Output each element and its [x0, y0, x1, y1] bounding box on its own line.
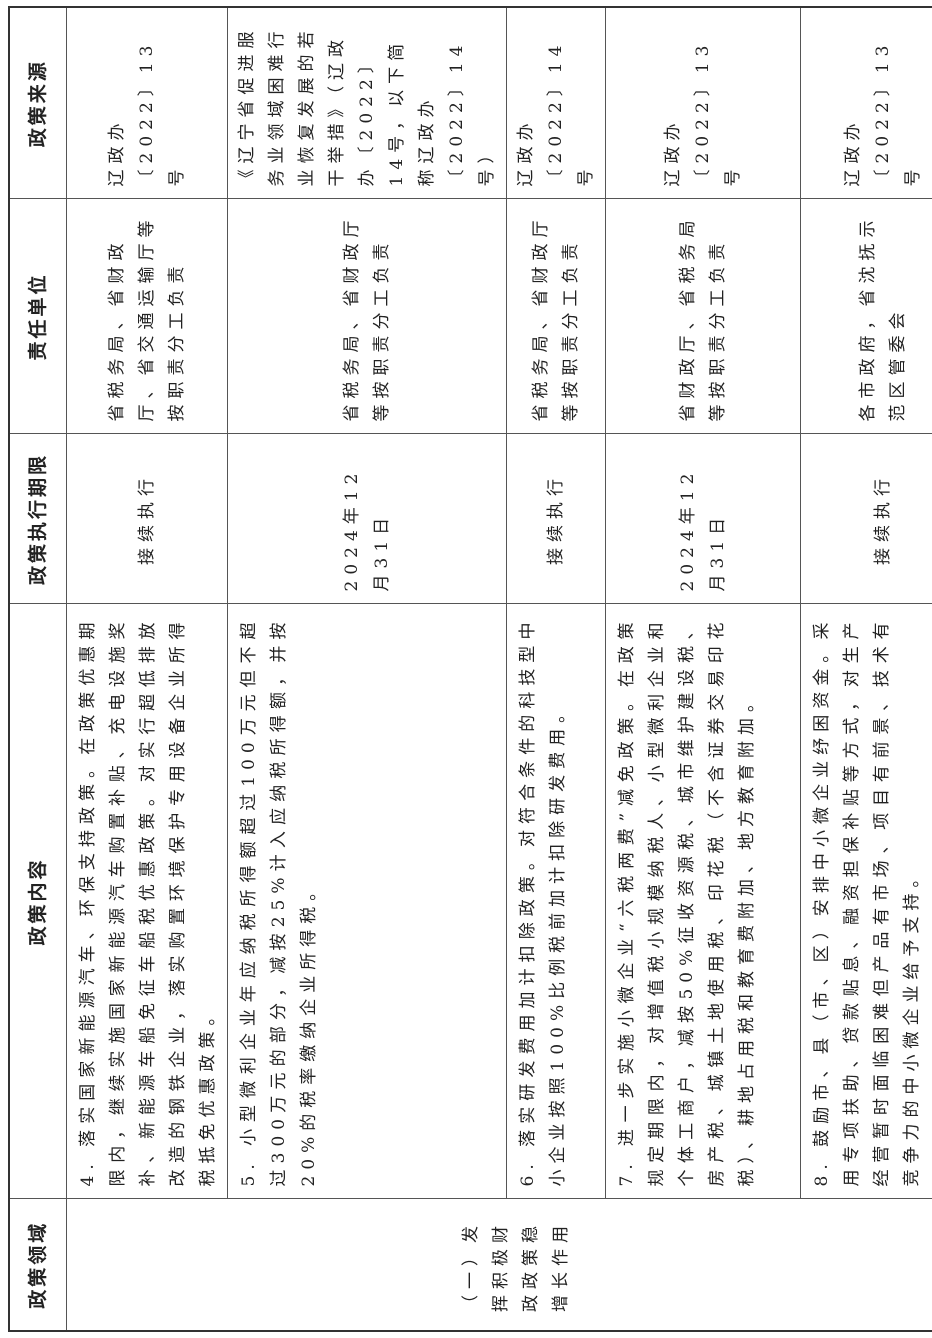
policy-content: 4. 落实国家新能源汽车、环保支持政策。在政策优惠期限内，继续实施国家新能源汽车… — [66, 604, 228, 1199]
policy-unit: 省税务局、省财政厅、省交通运输厅等按职责分工负责 — [66, 199, 228, 434]
header-term: 政策执行期限 — [9, 434, 67, 604]
table-row: 6. 落实研发费用加计扣除政策。对符合条件的科技型中小企业按照100%比例税前加… — [506, 7, 606, 1331]
policy-term: 接续执行 — [800, 434, 932, 604]
policy-term: 接续执行 — [506, 434, 606, 604]
policy-source: 辽政办〔2022〕13号 — [800, 7, 932, 199]
policy-content: 7. 进一步实施小微企业“六税两费”减免政策。在政策规定期限内，对增值税小规模纳… — [605, 604, 801, 1199]
policy-content: 8. 鼓励市、县（市、区）安排中小微企业纾困资金。采用专项扶助、贷款贴息、融资担… — [800, 604, 932, 1199]
header-unit: 责任单位 — [9, 199, 67, 434]
table-row: 8. 鼓励市、县（市、区）安排中小微企业纾困资金。采用专项扶助、贷款贴息、融资担… — [800, 7, 932, 1331]
policy-unit: 各市政府，省沈抚示范区管委会 — [800, 199, 932, 434]
policy-content: 5. 小型微利企业年应纳税所得额超过100万元但不超过300万元的部分，减按25… — [227, 604, 507, 1199]
policy-source: 辽政办〔2022〕14号 — [506, 7, 606, 199]
header-domain: 政策领域 — [9, 1199, 67, 1331]
policy-source: 辽政办〔2022〕13号 — [605, 7, 801, 199]
table-row: 5. 小型微利企业年应纳税所得额超过100万元但不超过300万元的部分，减按25… — [227, 7, 507, 1331]
policy-content: 6. 落实研发费用加计扣除政策。对符合条件的科技型中小企业按照100%比例税前加… — [506, 604, 606, 1199]
policy-table: 政策领域 政策内容 政策执行期限 责任单位 政策来源 （一）发挥积极财政政策稳增… — [8, 6, 932, 1332]
policy-unit: 省税务局、省财政厅等按职责分工负责 — [506, 199, 606, 434]
policy-unit: 省税务局、省财政厅等按职责分工负责 — [227, 199, 507, 434]
policy-domain: （一）发挥积极财政政策稳增长作用 — [66, 1199, 932, 1331]
policy-source: 《辽宁省促进服务业领域困难行业恢复发展的若干举措》（辽政办〔2022〕14号，以… — [227, 7, 507, 199]
table-row: 7. 进一步实施小微企业“六税两费”减免政策。在政策规定期限内，对增值税小规模纳… — [605, 7, 801, 1331]
header-row: 政策领域 政策内容 政策执行期限 责任单位 政策来源 — [9, 7, 67, 1331]
policy-term: 接续执行 — [66, 434, 228, 604]
header-content: 政策内容 — [9, 604, 67, 1199]
header-source: 政策来源 — [9, 7, 67, 199]
policy-source: 辽政办〔2022〕13号 — [66, 7, 228, 199]
policy-term: 2024年12月31日 — [227, 434, 507, 604]
policy-unit: 省财政厅、省税务局等按职责分工负责 — [605, 199, 801, 434]
table-row: （一）发挥积极财政政策稳增长作用 4. 落实国家新能源汽车、环保支持政策。在政策… — [66, 7, 932, 1331]
policy-term: 2024年12月31日 — [605, 434, 801, 604]
